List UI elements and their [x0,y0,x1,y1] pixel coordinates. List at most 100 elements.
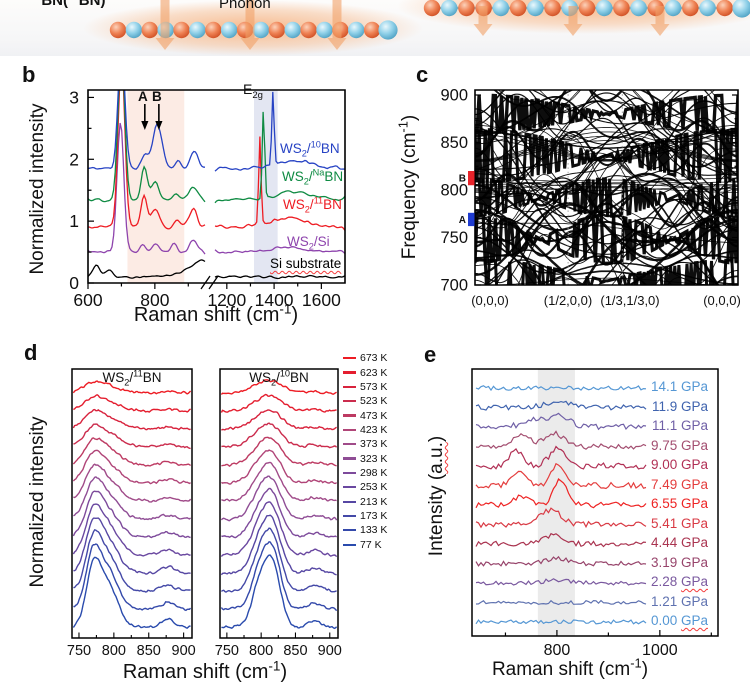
legend-label: 213 K [360,495,388,508]
panel-e-plot: 800 1000 [471,368,719,659]
nitrogen-atom [596,0,613,17]
svg-text:800: 800 [249,643,273,659]
legend-item-213K: 213 K [343,494,387,508]
panel-c-ticks [475,94,738,286]
spectrum-541GPa [475,507,647,529]
legend-item-423K: 423 K [343,423,387,437]
legend-color-line [343,414,356,417]
spectrum-323K [73,476,192,521]
pressure-label-8: 5.41 GPa [650,515,708,531]
spectrum-623K [73,394,191,413]
nitrogen-atom [732,0,750,18]
nitrogen-atom [284,21,301,39]
spectrum-523K [73,423,191,450]
svg-text:(0,0,0): (0,0,0) [471,293,509,308]
nitrogen-atom [441,0,458,17]
svg-text:1200: 1200 [207,290,246,310]
curve-label-3: WS2/11BN [283,195,342,215]
highlight-band [127,90,185,283]
pressure-label-4: 9.75 GPa [650,437,708,453]
spectrum-373K [73,463,192,503]
phonon-arrow [327,0,347,50]
pressure-label-10: 3.19 GPa [650,554,708,570]
spectrum-111GPa [475,412,647,431]
spectrum-173K [73,528,191,593]
legend-label: 473 K [360,409,388,422]
svg-text:B: B [459,174,466,185]
highlight-band [537,369,575,636]
panel-d-axes-1 [71,368,193,639]
legend-label: 423 K [360,423,388,436]
svg-text:(1/2,0,0): (1/2,0,0) [544,293,592,308]
panel-c-plot: 700 750 800 850 900 (0,0,0) (1/2,0,0) (1/3,1/3,… [440,87,741,309]
legend-color-line [343,400,356,403]
spectrum-623K [220,393,337,413]
peak-arrow-A: A [138,89,149,130]
legend-label: 133 K [360,524,388,537]
pressure-label-9: 4.44 GPa [650,535,708,550]
atom-chain-2 [423,0,750,18]
legend-item-133K: 133 K [343,523,387,537]
curve-sisubstrate [214,274,345,280]
peak-arrow-B: B [152,89,163,130]
boron-atom [716,0,733,17]
isotope-label: 10BN(11BN) [30,0,106,9]
spectrum-298K [221,487,338,539]
phonon-label: Phonon [219,0,271,12]
panel-b-ticks [87,96,322,289]
spectrum-373K [221,461,337,502]
svg-text:850: 850 [283,643,307,659]
panel-d-ticks-2 [226,632,331,638]
boron-atom [613,0,630,17]
panel-e-axes [471,368,719,637]
spectrum-121GPa [475,599,647,606]
spectrum-473K [72,437,192,467]
spectrum-213K [73,517,191,575]
legend-label: 298 K [360,466,388,479]
spectrum-213K [220,514,337,576]
spectrum-119GPa [475,400,647,411]
pressure-label-11: 2.28 GPa [650,574,708,589]
legend-item-323K: 323 K [343,451,387,465]
legend-label: 373 K [360,438,388,451]
temp-curves-1 [72,380,192,630]
curve-ws2si [88,122,206,255]
legend-label: 523 K [360,395,388,408]
boron-atom [682,0,699,17]
panel-d-axes-2 [219,368,339,639]
phonon-arrow [155,0,175,50]
svg-text:B: B [152,89,162,104]
pressure-label-13: 0.00 GPa [650,613,708,628]
curve-ws210bn [88,90,206,170]
spectrum-673K [220,379,337,395]
legend-item-673K: 673 K [343,351,387,365]
pressure-label-12: 1.21 GPa [650,593,708,609]
curve-label-1: WS2/10BN [280,139,340,159]
panel-d-tick-labels-1: 750 800 850 900 [67,643,196,659]
subpanel-title-1: WS2/11BN [102,368,162,388]
pressure-label-6: 7.49 GPa [650,476,708,492]
legend-item-573K: 573 K [343,380,387,394]
legend-label: 623 K [360,366,388,379]
legend-item-473K: 473 K [343,408,387,422]
curve-ws211bn [88,90,206,230]
spectrum-975GPa [475,430,647,450]
spectrum-173K [220,527,337,593]
spectrum-133K [220,541,338,612]
spectrum-573K [72,408,191,431]
nitrogen-atom [699,0,716,17]
svg-text:(0,0,0): (0,0,0) [703,293,741,308]
panel-e-ticks [504,630,712,636]
curve-label-5: Si substrate [270,256,342,271]
spectrum-749GPa [475,462,647,490]
boron-atom [578,0,596,17]
svg-text:2: 2 [69,149,79,169]
legend-color-line [343,371,356,374]
curve-label-4: WS2/Si [287,234,330,252]
panel-b-xlabel: Raman shift (cm-1) [133,301,299,326]
legend-label: 77 K [360,538,382,551]
spectrum-253K [72,503,191,557]
spectrum-655GPa [475,478,647,509]
svg-text:800: 800 [102,643,126,659]
